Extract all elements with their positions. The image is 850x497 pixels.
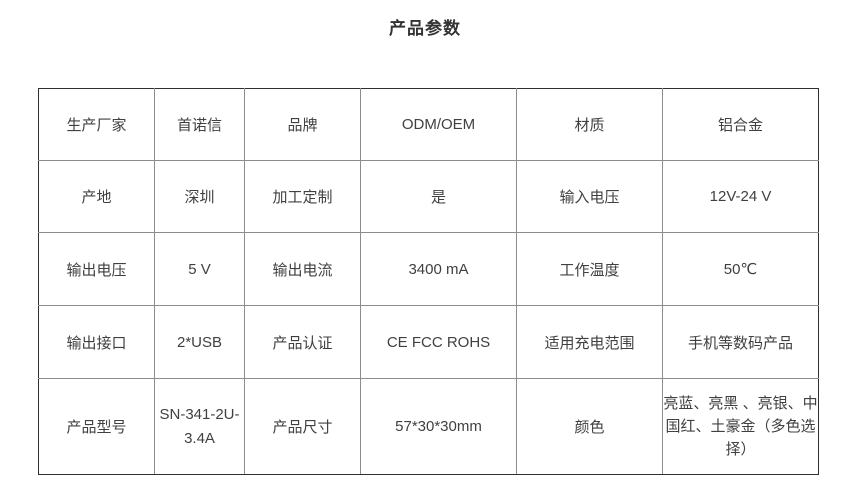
param-value-cell: CE FCC ROHS <box>360 305 517 379</box>
param-name-cell: 加工定制 <box>244 160 361 233</box>
param-name-cell: 产品型号 <box>38 378 155 475</box>
product-parameters-table: 生产厂家 首诺信 品牌 ODM/OEM 材质 铝合金 产地 深圳 加工定制 是 … <box>38 88 819 475</box>
param-value-cell: 首诺信 <box>154 88 245 161</box>
param-name-cell: 材质 <box>516 88 663 161</box>
param-value-cell: 铝合金 <box>662 88 819 161</box>
table-row: 产地 深圳 加工定制 是 输入电压 12V-24 V <box>38 160 819 233</box>
param-name-cell: 工作温度 <box>516 232 663 306</box>
param-name-cell: 产地 <box>38 160 155 233</box>
param-name-cell: 输出接口 <box>38 305 155 379</box>
param-value-cell: 深圳 <box>154 160 245 233</box>
param-value-cell: 3400 mA <box>360 232 517 306</box>
param-value-cell: 手机等数码产品 <box>662 305 819 379</box>
param-value-cell: 5 V <box>154 232 245 306</box>
param-name-cell: 输入电压 <box>516 160 663 233</box>
param-name-cell: 颜色 <box>516 378 663 475</box>
table-row: 生产厂家 首诺信 品牌 ODM/OEM 材质 铝合金 <box>38 88 819 161</box>
param-value-cell: 57*30*30mm <box>360 378 517 475</box>
param-name-cell: 品牌 <box>244 88 361 161</box>
table-row: 输出电压 5 V 输出电流 3400 mA 工作温度 50℃ <box>38 232 819 306</box>
param-value-cell: 亮蓝、亮黑 、亮银、中国红、土豪金（多色选择） <box>662 378 819 475</box>
param-value-cell: SN-341-2U-3.4A <box>154 378 245 475</box>
table-row: 产品型号 SN-341-2U-3.4A 产品尺寸 57*30*30mm 颜色 亮… <box>38 378 819 475</box>
param-name-cell: 适用充电范围 <box>516 305 663 379</box>
param-name-cell: 产品尺寸 <box>244 378 361 475</box>
param-value-cell: 12V-24 V <box>662 160 819 233</box>
table-row: 输出接口 2*USB 产品认证 CE FCC ROHS 适用充电范围 手机等数码… <box>38 305 819 379</box>
param-name-cell: 输出电压 <box>38 232 155 306</box>
param-name-cell: 产品认证 <box>244 305 361 379</box>
param-value-cell: 是 <box>360 160 517 233</box>
param-name-cell: 输出电流 <box>244 232 361 306</box>
page-title: 产品参数 <box>389 19 461 38</box>
param-value-cell: 2*USB <box>154 305 245 379</box>
param-value-cell: 50℃ <box>662 232 819 306</box>
param-name-cell: 生产厂家 <box>38 88 155 161</box>
param-value-cell: ODM/OEM <box>360 88 517 161</box>
